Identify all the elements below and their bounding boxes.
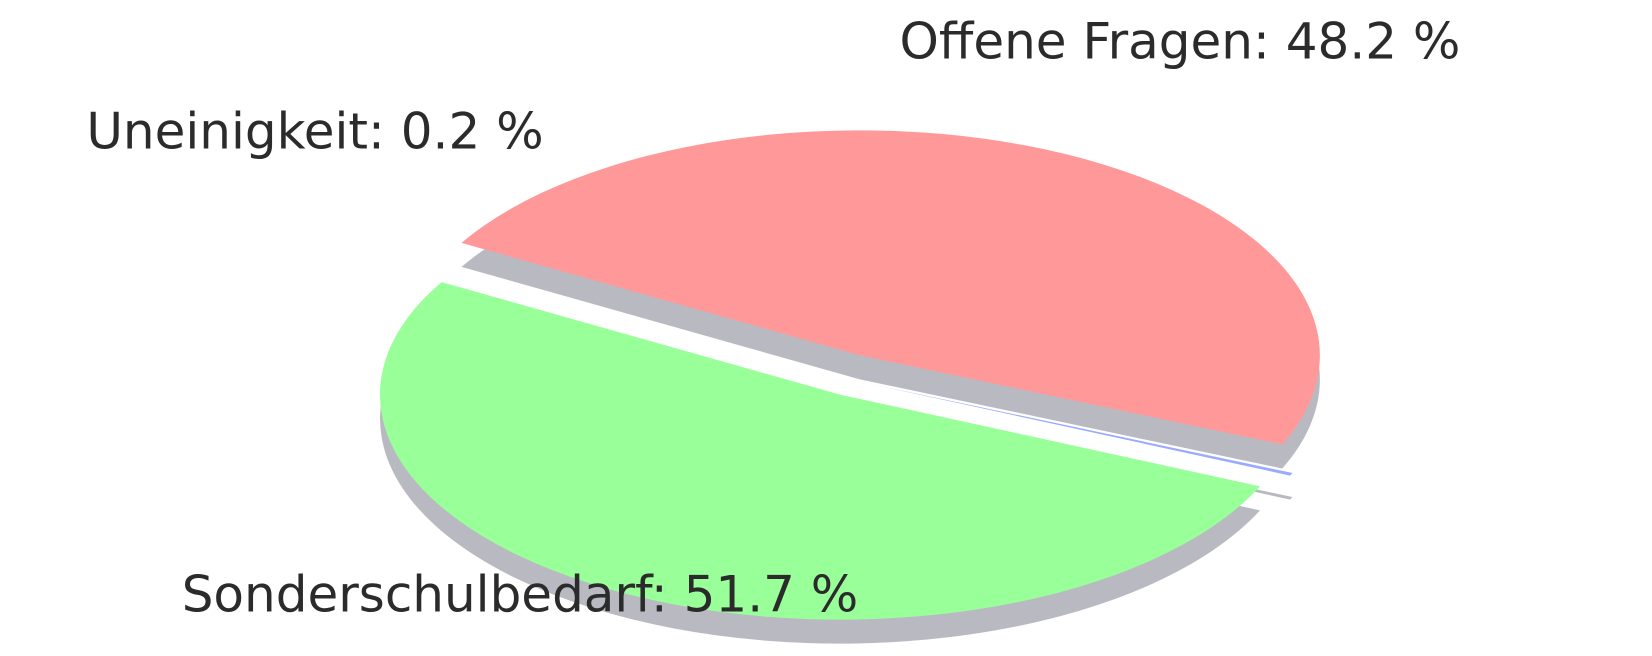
slice	[870, 383, 1293, 476]
slice-label: Uneinigkeit: 0.2 %	[86, 103, 543, 161]
slice-label: Offene Fragen: 48.2 %	[900, 13, 1461, 71]
slice	[380, 282, 1261, 620]
slice-label: Sonderschulbedarf: 51.7 %	[182, 566, 859, 624]
slice	[461, 130, 1320, 445]
